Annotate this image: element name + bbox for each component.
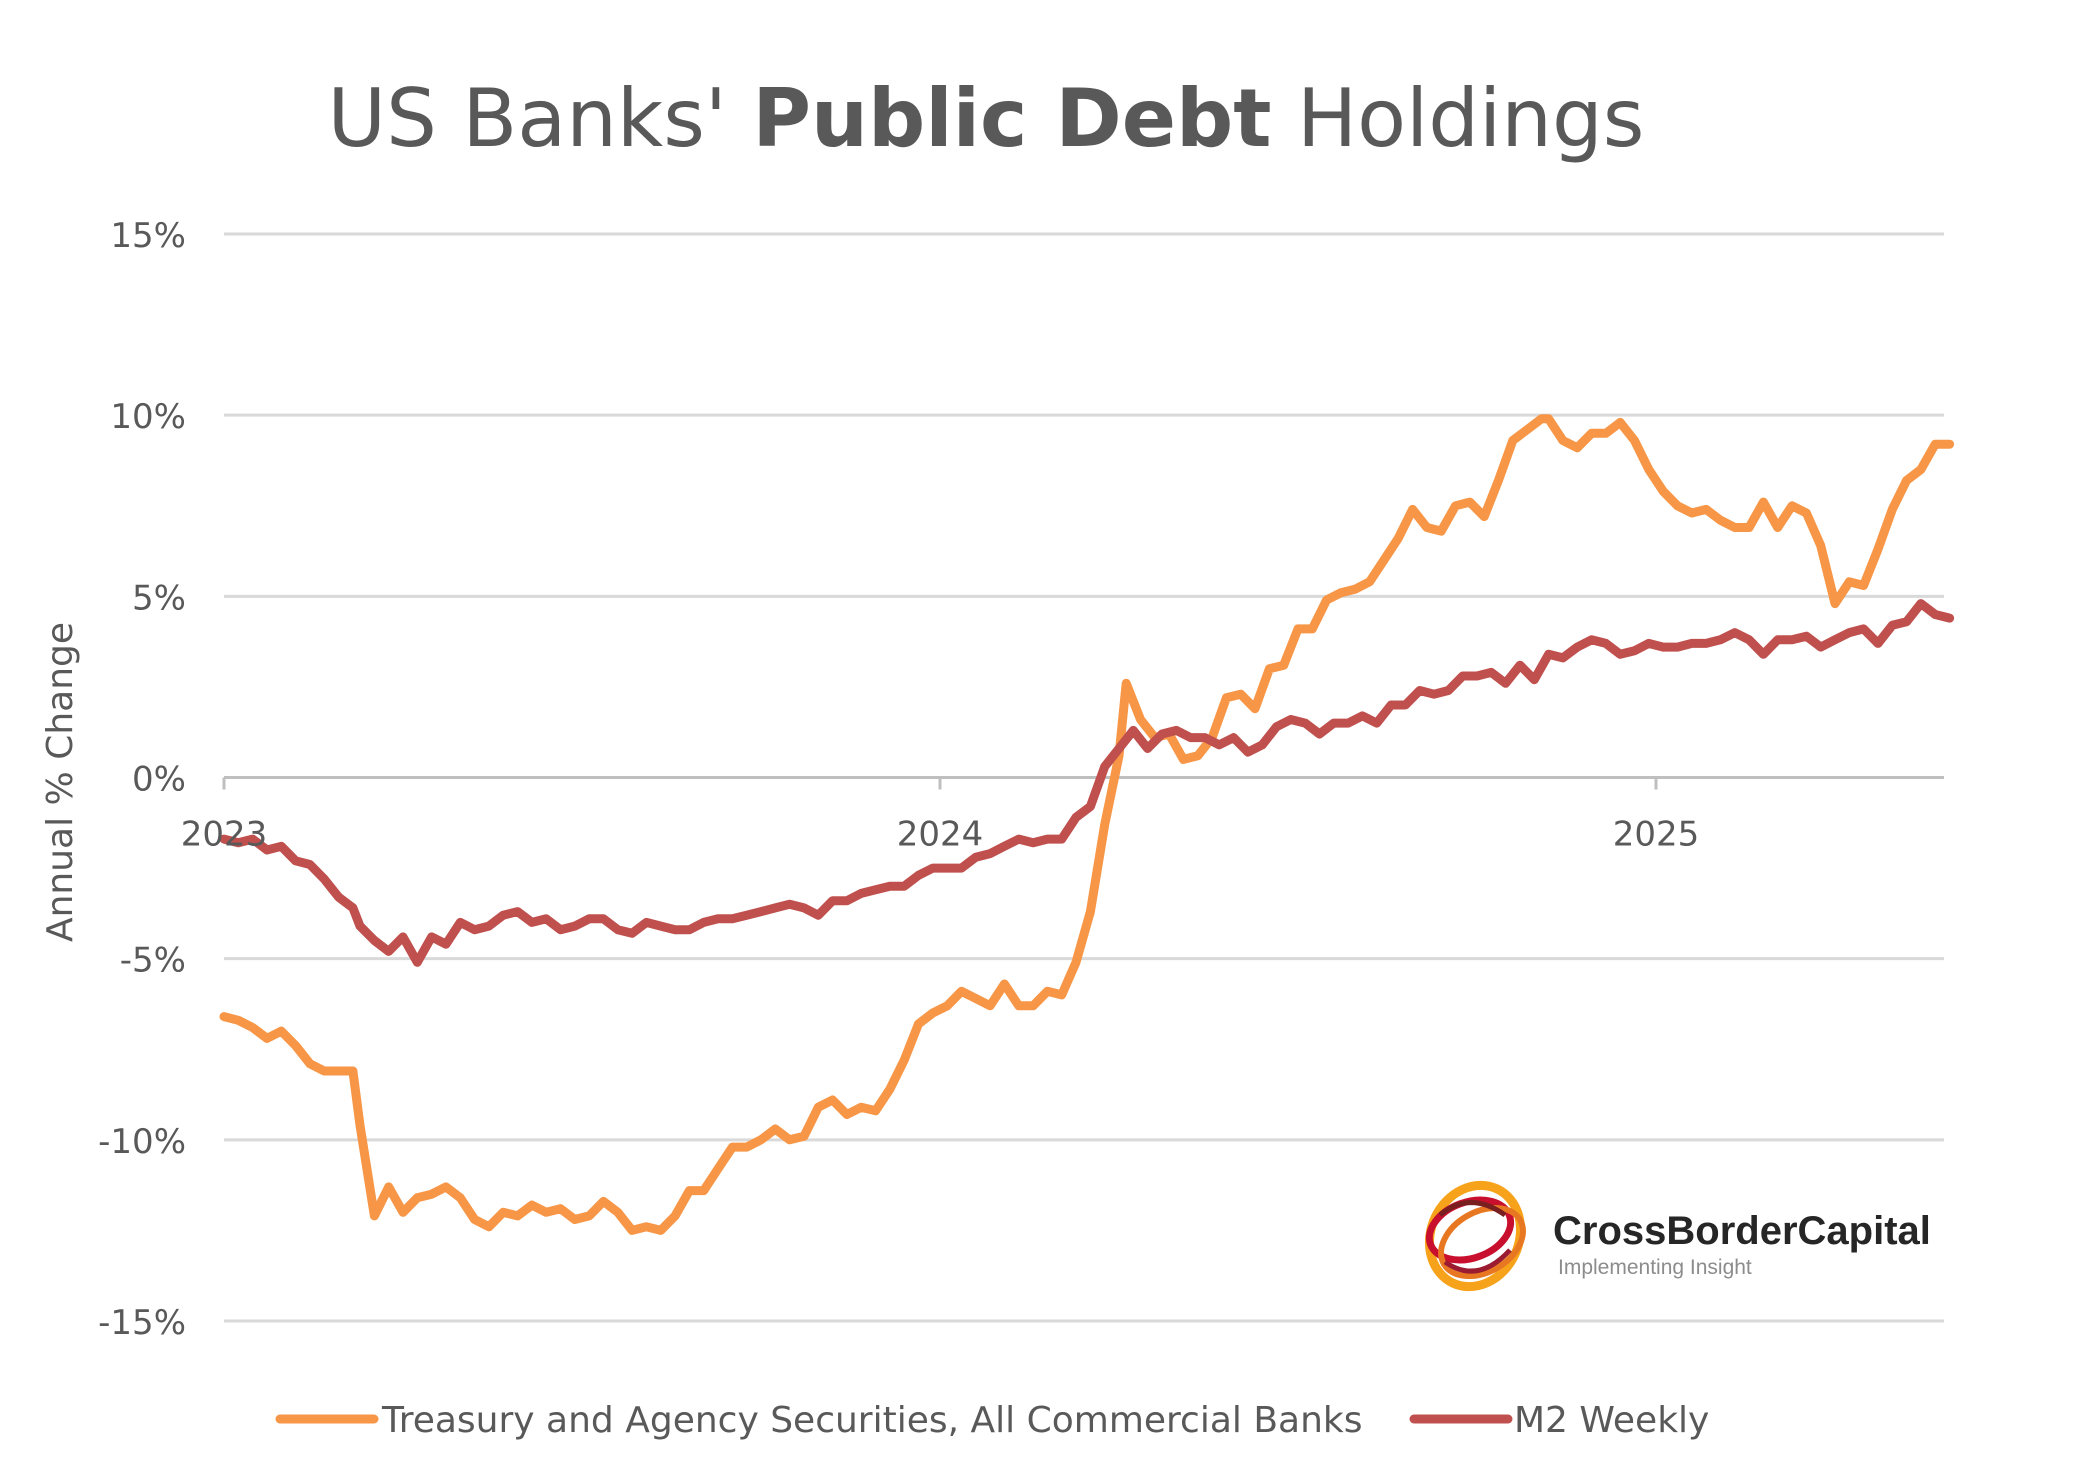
y-tick-label: 10% [110, 397, 186, 437]
chart-title-suffix: Holdings [1297, 72, 1645, 165]
y-tick-label: 5% [132, 578, 186, 618]
logo-wordmark-text: CrossBorderCapital [1553, 1209, 1931, 1253]
x-tick-label: 2024 [897, 815, 984, 855]
legend-label-m2: M2 Weekly [1514, 1400, 1709, 1441]
y-tick-label: 0% [132, 760, 186, 800]
chart-title-prefix: US Banks' [328, 72, 727, 165]
logo-swirl-icon [1424, 1180, 1526, 1292]
series-line-treasury [219, 414, 1955, 1235]
y-tick-label: 15% [110, 216, 186, 256]
chart-title-emphasis: Public Debt [752, 72, 1271, 165]
legend: Treasury and Agency Securities, All Comm… [275, 1400, 1709, 1441]
x-tick-label: 2025 [1613, 815, 1700, 855]
chart-title: US Banks' Public Debt Holdings [328, 72, 1645, 165]
x-axis-tick-labels: 2023 2024 2025 [181, 815, 1700, 855]
logo-wordmark: CrossBorderCapital [1553, 1209, 1931, 1253]
y-tick-label: -15% [98, 1303, 186, 1343]
series-lines [219, 414, 1955, 1235]
legend-label-treasury: Treasury and Agency Securities, All Comm… [381, 1400, 1363, 1441]
y-axis-label: Annual % Change [40, 622, 81, 942]
gridlines [224, 232, 1944, 1323]
y-axis-tick-labels: 15% 10% 5% 0% -5% -10% -15% [98, 216, 186, 1343]
logo-tagline: Implementing Insight [1558, 1256, 1752, 1279]
y-tick-label: -5% [120, 941, 186, 981]
y-tick-label: -10% [98, 1122, 186, 1162]
x-tick-label: 2023 [181, 815, 268, 855]
x-axis-tick-marks [222, 777, 1658, 790]
crossbordercapital-logo: CrossBorderCapital Implementing Insight [1424, 1180, 1931, 1292]
series-line-m2 [219, 599, 1955, 967]
